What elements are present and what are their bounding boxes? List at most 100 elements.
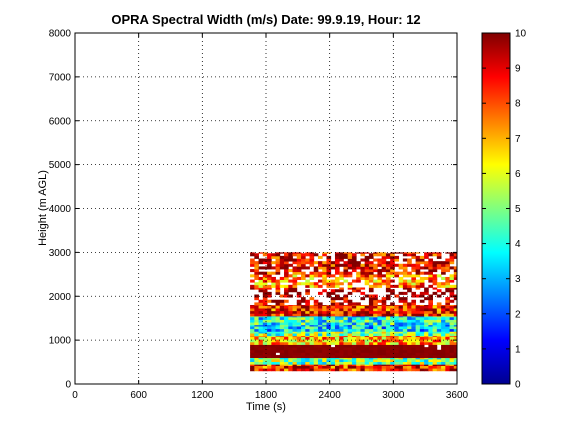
heatmap-cell bbox=[347, 284, 353, 288]
heatmap-cell bbox=[301, 341, 306, 345]
heatmap-cell bbox=[288, 355, 293, 359]
heatmap-cell bbox=[449, 252, 455, 254]
heatmap-cell bbox=[317, 331, 323, 334]
heatmap-cell bbox=[296, 302, 302, 306]
heatmap-cell bbox=[322, 269, 327, 273]
heatmap-cell bbox=[368, 308, 374, 312]
heatmap-cell bbox=[330, 361, 336, 365]
heatmap-cell bbox=[402, 344, 408, 348]
heatmap-cell bbox=[411, 305, 417, 306]
heatmap-cell bbox=[373, 364, 378, 366]
heatmap-cell bbox=[339, 361, 344, 365]
heatmap-cell bbox=[322, 282, 327, 286]
heatmap-cell bbox=[322, 324, 327, 327]
heatmap-cell bbox=[292, 276, 298, 280]
heatmap-cell bbox=[398, 328, 404, 332]
heatmap-cell bbox=[271, 313, 276, 317]
heatmap-cell bbox=[445, 365, 450, 369]
heatmap-cell bbox=[445, 333, 450, 337]
heatmap-cell bbox=[330, 308, 336, 312]
heatmap-cell bbox=[356, 302, 361, 306]
heatmap-cell bbox=[301, 357, 306, 360]
heatmap-cell bbox=[407, 357, 412, 360]
heatmap-cell bbox=[262, 252, 268, 254]
heatmap-cell bbox=[351, 310, 357, 314]
heatmap-cell bbox=[351, 341, 357, 345]
heatmap-cell bbox=[356, 344, 361, 348]
heatmap-cell bbox=[415, 336, 421, 340]
heatmap-cell bbox=[390, 326, 395, 330]
heatmap-cell bbox=[305, 358, 310, 363]
heatmap-cell bbox=[402, 357, 408, 360]
heatmap-cell bbox=[275, 289, 281, 293]
heatmap-cell bbox=[258, 355, 264, 359]
heatmap-cell bbox=[364, 282, 370, 286]
heatmap-cell bbox=[334, 269, 340, 273]
colorbar-tick-label: 1 bbox=[515, 344, 521, 355]
heatmap-cell bbox=[385, 347, 391, 351]
heatmap-cell bbox=[347, 339, 353, 343]
heatmap-cell bbox=[385, 255, 391, 259]
heatmap-cell bbox=[356, 310, 361, 314]
heatmap-cell bbox=[351, 333, 357, 337]
heatmap-cell bbox=[402, 333, 408, 337]
heatmap-cell bbox=[296, 324, 302, 327]
heatmap-cell bbox=[402, 269, 408, 273]
heatmap-cell bbox=[262, 305, 268, 309]
heatmap-cell bbox=[415, 282, 421, 286]
heatmap-cell bbox=[309, 261, 315, 265]
heatmap-cell bbox=[334, 258, 340, 262]
heatmap-cell bbox=[419, 344, 425, 348]
heatmap-cell bbox=[373, 308, 378, 312]
heatmap-cell bbox=[449, 253, 455, 257]
heatmap-cell bbox=[381, 315, 387, 318]
heatmap-cell bbox=[339, 315, 344, 318]
heatmap-cell bbox=[428, 263, 433, 267]
heatmap-cell bbox=[334, 326, 340, 330]
heatmap-cell bbox=[339, 255, 344, 259]
heatmap-cell bbox=[271, 357, 276, 360]
heatmap-cell bbox=[385, 341, 391, 345]
heatmap-cell bbox=[284, 331, 289, 334]
heatmap-cell bbox=[288, 255, 293, 259]
heatmap-cell bbox=[250, 364, 255, 366]
heatmap-cell bbox=[267, 336, 272, 340]
heatmap-cell bbox=[432, 347, 438, 351]
heatmap-cell bbox=[453, 252, 458, 254]
heatmap-cell bbox=[322, 361, 327, 365]
heatmap-cell bbox=[254, 315, 259, 318]
heatmap-cell bbox=[419, 333, 425, 337]
heatmap-cell bbox=[292, 266, 298, 270]
heatmap-cell bbox=[436, 361, 442, 365]
heatmap-cell bbox=[284, 271, 289, 275]
heatmap-cell bbox=[428, 361, 433, 365]
heatmap-cell bbox=[292, 252, 298, 254]
heatmap-cell bbox=[449, 284, 455, 288]
heatmap-cell bbox=[373, 331, 378, 334]
heatmap-cell bbox=[279, 341, 285, 345]
heatmap-cell bbox=[296, 299, 302, 303]
heatmap-cell bbox=[262, 261, 268, 265]
heatmap-cell bbox=[271, 355, 276, 359]
heatmap-cell bbox=[436, 255, 442, 259]
heatmap-cell bbox=[381, 316, 387, 320]
heatmap-cell bbox=[326, 252, 332, 254]
heatmap-cell bbox=[449, 310, 455, 314]
heatmap-cell bbox=[356, 287, 361, 290]
heatmap-cell bbox=[385, 289, 391, 293]
heatmap-cell bbox=[351, 253, 357, 257]
heatmap-cell bbox=[436, 357, 442, 360]
colorbar-tick-label: 10 bbox=[515, 29, 527, 40]
heatmap-cell bbox=[343, 339, 349, 343]
heatmap-cell bbox=[279, 331, 285, 334]
heatmap-cell bbox=[407, 313, 412, 317]
heatmap-cell bbox=[254, 271, 259, 275]
heatmap-cell bbox=[296, 357, 302, 360]
heatmap-cell bbox=[368, 287, 374, 290]
heatmap-cell bbox=[445, 336, 450, 340]
heatmap-cell bbox=[305, 316, 310, 320]
heatmap-cell bbox=[343, 297, 349, 301]
heatmap-cell bbox=[347, 313, 353, 317]
heatmap-cell bbox=[411, 305, 417, 309]
heatmap-cell bbox=[432, 358, 438, 363]
